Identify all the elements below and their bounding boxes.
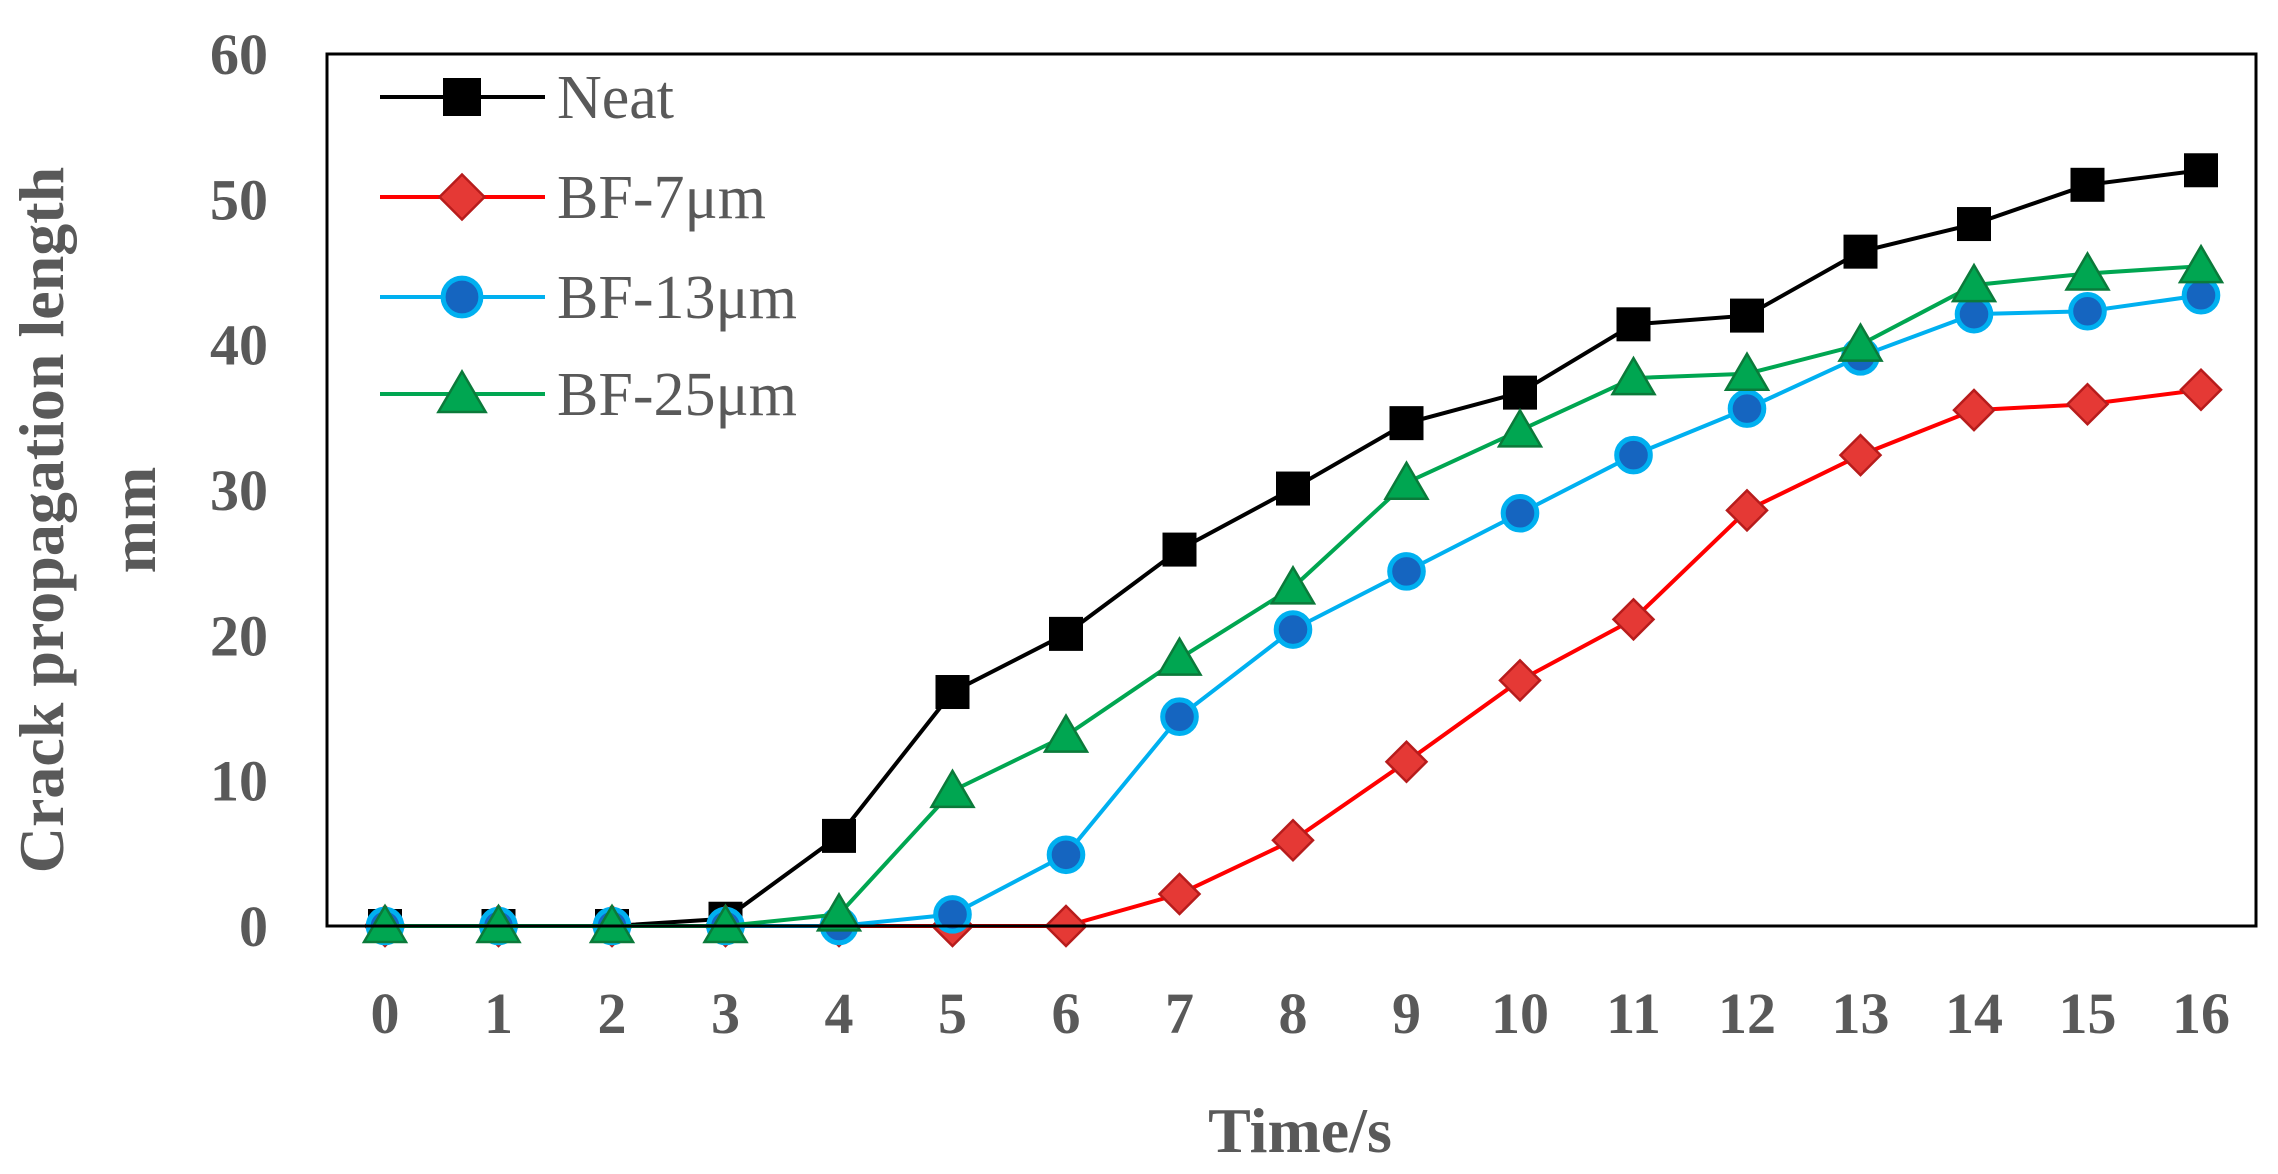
data-point — [1952, 388, 1996, 432]
data-point — [1160, 697, 1199, 737]
legend-marker — [440, 275, 484, 319]
data-point — [1611, 597, 1656, 642]
data-point — [2184, 153, 2218, 188]
legend-label: BF-25μm — [557, 361, 797, 429]
y-tick-label: 60 — [210, 22, 268, 87]
y-axis-label: Crack propagation length — [6, 167, 77, 873]
x-tick-label: 2 — [598, 981, 627, 1046]
x-tick-label: 16 — [2172, 981, 2230, 1046]
legend: Neat BF-7μm BF-13μm BF-25μm — [380, 64, 797, 429]
y-axis-unit-label: mm — [98, 467, 169, 574]
x-tick-label: 5 — [938, 981, 967, 1046]
y-tick-label: 0 — [239, 894, 268, 959]
data-point — [933, 895, 972, 934]
legend-label: Neat — [557, 64, 674, 132]
data-point — [1954, 294, 1994, 334]
data-point — [702, 903, 749, 944]
data-point — [1950, 262, 1998, 303]
legend-label: BF-7μm — [557, 164, 766, 232]
data-point — [1273, 610, 1313, 649]
x-tick-label: 3 — [711, 981, 740, 1046]
data-point — [1389, 406, 1424, 441]
data-point — [1500, 493, 1540, 533]
data-point — [1387, 552, 1426, 591]
x-tick-label: 12 — [1718, 981, 1776, 1046]
data-point — [1046, 835, 1086, 875]
x-tick-label: 10 — [1491, 981, 1549, 1046]
data-point — [1157, 872, 1202, 916]
data-point — [2179, 367, 2223, 412]
data-point — [2177, 243, 2225, 284]
x-tick-label: 13 — [1832, 981, 1890, 1046]
x-tick-label: 0 — [371, 981, 400, 1046]
legend-marker — [443, 78, 481, 116]
data-point — [1503, 375, 1537, 410]
data-point — [822, 818, 856, 853]
legend-marker — [436, 369, 488, 414]
data-point — [1042, 713, 1090, 753]
data-point — [1162, 532, 1197, 567]
x-axis-ticks: 0 1 2 3 4 5 6 7 8 9 10 11 12 13 14 15 16 — [371, 981, 2231, 1046]
x-tick-label: 4 — [825, 981, 854, 1046]
data-point — [361, 903, 409, 944]
x-tick-label: 7 — [1165, 981, 1194, 1046]
series-1 — [363, 367, 2223, 948]
series-layer — [361, 153, 2225, 948]
y-tick-label: 10 — [210, 749, 268, 814]
data-point — [1049, 616, 1083, 651]
data-point — [1614, 435, 1653, 475]
data-point — [1837, 322, 1884, 362]
data-point — [2064, 250, 2111, 291]
plot-frame — [325, 52, 2258, 928]
data-point — [1383, 460, 1430, 500]
data-point — [1843, 234, 1878, 269]
y-tick-label: 20 — [210, 603, 268, 668]
data-point — [1957, 207, 1991, 242]
legend-item: BF-7μm — [380, 164, 766, 232]
data-point — [2070, 167, 2105, 202]
data-point — [935, 675, 970, 710]
y-tick-label: 50 — [210, 167, 268, 232]
legend-marker — [437, 172, 487, 222]
data-point — [588, 903, 636, 944]
data-point — [1498, 658, 1542, 703]
data-point — [1727, 389, 1767, 428]
data-point — [1271, 818, 1315, 863]
legend-item: BF-25μm — [380, 361, 797, 429]
legend-item: BF-13μm — [380, 264, 797, 332]
y-axis-ticks: 0 10 20 30 40 50 60 — [210, 22, 268, 959]
data-point — [1156, 636, 1203, 676]
x-axis-label: Time/s — [1208, 1095, 1392, 1166]
x-tick-label: 14 — [1945, 981, 2003, 1046]
x-tick-label: 9 — [1392, 981, 1421, 1046]
x-tick-label: 6 — [1052, 981, 1081, 1046]
data-point — [1616, 307, 1651, 342]
y-tick-label: 30 — [210, 458, 268, 523]
data-point — [2065, 382, 2110, 427]
y-tick-label: 40 — [210, 313, 268, 378]
data-point — [1838, 433, 1883, 477]
data-point — [1723, 351, 1771, 391]
data-point — [1610, 355, 1657, 396]
x-tick-label: 1 — [484, 981, 513, 1046]
x-tick-label: 15 — [2059, 981, 2117, 1046]
x-tick-label: 11 — [1606, 981, 1661, 1046]
x-tick-label: 8 — [1279, 981, 1308, 1046]
legend-label: BF-13μm — [557, 264, 797, 332]
data-point — [2181, 275, 2221, 315]
data-point — [1276, 471, 1310, 506]
data-point — [1384, 740, 1429, 784]
data-point — [1730, 298, 1764, 333]
data-point — [1725, 488, 1769, 533]
data-point — [1269, 564, 1317, 605]
data-point — [2068, 291, 2107, 331]
data-point — [929, 768, 976, 809]
data-point — [1496, 407, 1544, 448]
legend-item: Neat — [380, 64, 674, 132]
data-point — [815, 891, 863, 932]
data-point — [475, 903, 522, 944]
